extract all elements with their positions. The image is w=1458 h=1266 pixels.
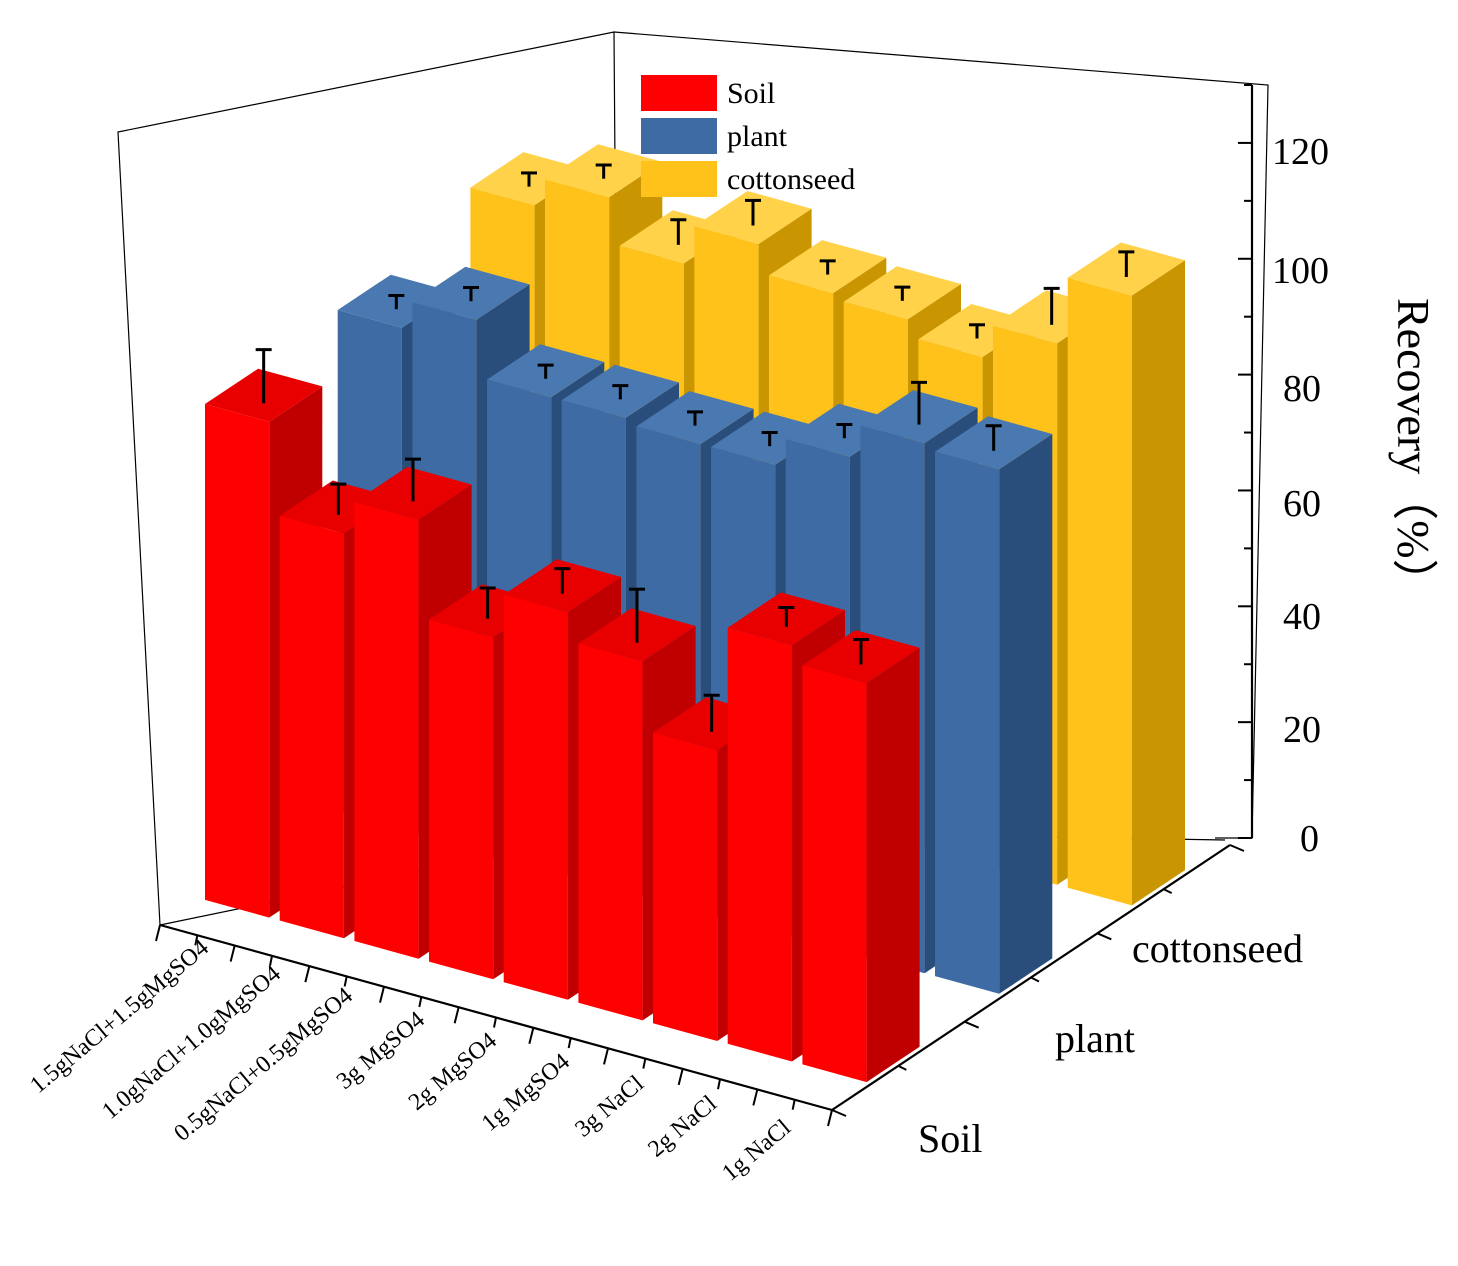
legend-label-soil: Soil — [727, 77, 775, 110]
series-major-tick — [964, 1020, 980, 1029]
bar-front — [205, 404, 270, 918]
z-tick-label: 20 — [1283, 709, 1321, 751]
category-minor-tick — [343, 976, 348, 987]
category-major-tick — [827, 1109, 833, 1127]
series-label-soil: Soil — [918, 1116, 982, 1161]
bar-front — [653, 732, 718, 1041]
bar-front — [1067, 277, 1132, 906]
legend: Soil plant cottonseed — [641, 75, 855, 197]
bar-front — [429, 619, 494, 980]
category-minor-tick — [194, 935, 199, 946]
category-label: 1.0gNaCl+1.0gMgSO4 — [97, 961, 285, 1125]
back-frame-right — [613, 31, 1269, 839]
bar-cottonseed-8 — [1067, 242, 1185, 906]
category-major-tick — [603, 1048, 609, 1065]
category-major-tick — [229, 945, 236, 962]
series-major-tick — [1096, 932, 1112, 941]
category-label: 1g NaCl — [717, 1114, 796, 1186]
z-axis-title: Recovery（%） — [1388, 298, 1439, 605]
series-label-cottonseed: cottonseed — [1132, 926, 1303, 971]
z-tick-label: 0 — [1300, 818, 1319, 860]
z-tick-label: 120 — [1272, 131, 1329, 173]
bar-front — [279, 515, 344, 939]
legend-label-plant: plant — [727, 120, 788, 153]
legend-label-cottonseed: cottonseed — [727, 163, 855, 196]
category-label: 0.5gNaCl+0.5gMgSO4 — [169, 983, 357, 1147]
legend-swatch-plant — [641, 118, 717, 154]
bar-side — [999, 434, 1053, 994]
series-minor-tick — [1163, 888, 1173, 895]
category-minor-tick — [418, 996, 423, 1008]
bar-side — [866, 647, 920, 1083]
series-minor-tick — [1030, 976, 1040, 983]
category-major-tick — [528, 1027, 535, 1045]
legend-swatch-cottonseed — [641, 161, 717, 197]
category-label: 2g NaCl — [643, 1090, 722, 1162]
category-minor-tick — [717, 1078, 721, 1090]
category-major-tick — [304, 965, 311, 983]
category-major-tick — [155, 924, 161, 942]
bar-plant-8 — [935, 416, 1053, 994]
series-minor-tick — [897, 1064, 907, 1071]
category-major-tick — [752, 1089, 759, 1106]
category-major-tick — [379, 986, 385, 1003]
category-major-tick — [677, 1068, 684, 1086]
bars-layer — [205, 144, 1185, 1083]
bar-front — [354, 502, 419, 959]
bar-front — [727, 627, 792, 1062]
z-tick-label: 40 — [1283, 596, 1321, 638]
z-tick-label: 80 — [1283, 368, 1321, 410]
category-label: 3g MgSO4 — [332, 1007, 430, 1095]
category-minor-tick — [493, 1017, 497, 1028]
category-minor-tick — [791, 1099, 796, 1110]
z-tick-label: 100 — [1272, 250, 1329, 292]
bar-front — [578, 643, 643, 1021]
category-label: 1g MgSO4 — [477, 1049, 575, 1137]
series-major-tick — [1229, 844, 1245, 852]
bar-front — [935, 451, 1000, 994]
bar-side — [1131, 260, 1185, 906]
series-major-tick — [831, 1109, 847, 1117]
category-label: 2g MgSO4 — [404, 1028, 502, 1116]
bar-front — [503, 594, 568, 1000]
category-label: 1.5gNaCl+1.5gMgSO4 — [25, 935, 213, 1099]
category-minor-tick — [642, 1058, 647, 1069]
category-label: 3g NaCl — [570, 1070, 649, 1142]
series-ticks — [831, 844, 1245, 1117]
z-tick-label: 60 — [1283, 483, 1321, 525]
category-major-tick — [453, 1006, 460, 1024]
series-label-plant: plant — [1055, 1016, 1135, 1061]
legend-swatch-soil — [641, 75, 717, 111]
category-minor-tick — [269, 955, 273, 967]
category-ticks — [155, 924, 833, 1127]
bar-front — [802, 665, 867, 1083]
z-ticks — [1238, 84, 1252, 839]
category-minor-tick — [567, 1037, 572, 1049]
bar-Soil-8 — [802, 630, 920, 1083]
